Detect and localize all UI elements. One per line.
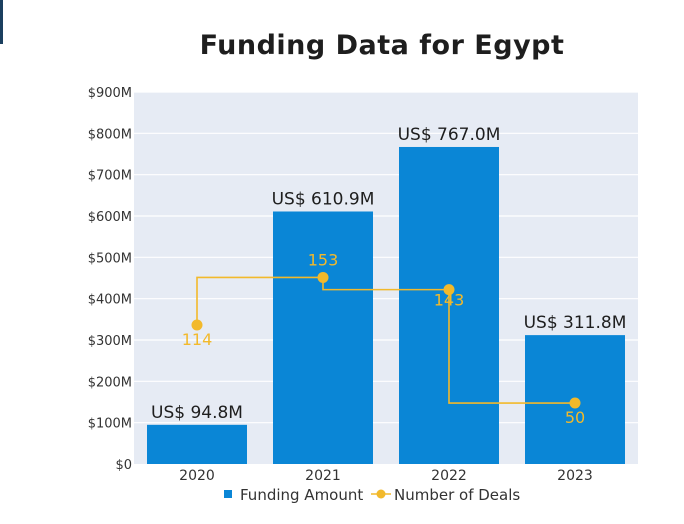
y-tick-label: $0 xyxy=(115,458,132,473)
y-tick-label: $200M xyxy=(88,375,132,390)
deals-label-2020: 114 xyxy=(182,330,213,349)
y-axis-ticks: $0 $100M $200M $300M $400M $500M $600M $700M $80… xyxy=(88,86,132,473)
bar-2021 xyxy=(273,211,373,464)
legend-deals-marker xyxy=(376,489,386,499)
bar-2020 xyxy=(147,424,247,464)
deals-line-segment xyxy=(448,289,575,404)
edge-marker xyxy=(0,0,3,44)
bar-data-labels: US$ 94.8M US$ 610.9M US$ 767.0M US$ 311.8M xyxy=(151,125,626,423)
y-tick-label: $500M xyxy=(88,251,132,266)
legend-funding-swatch xyxy=(224,490,232,498)
bar-label-2022: US$ 767.0M xyxy=(398,125,501,145)
x-tick-2020: 2020 xyxy=(179,468,215,484)
deals-label-2021: 153 xyxy=(308,250,339,269)
bar-label-2020: US$ 94.8M xyxy=(151,403,243,423)
bar-label-2021: US$ 610.9M xyxy=(272,189,375,209)
legend: Funding Amount Number of Deals xyxy=(224,486,520,504)
deals-data-labels: 114 153 143 50 xyxy=(182,250,585,427)
x-tick-2022: 2022 xyxy=(431,468,467,484)
y-tick-label: $300M xyxy=(88,334,132,349)
deals-label-2022: 143 xyxy=(434,291,465,310)
deals-points xyxy=(191,271,581,409)
deals-label-2023: 50 xyxy=(565,408,585,427)
gridlines xyxy=(134,91,638,424)
y-tick-label: $700M xyxy=(88,169,132,184)
y-tick-label: $900M xyxy=(88,86,132,101)
deals-point-2020 xyxy=(191,319,203,331)
deals-point-2023 xyxy=(569,397,581,409)
legend-funding-label: Funding Amount xyxy=(240,486,363,504)
x-tick-2023: 2023 xyxy=(557,468,593,484)
deals-line-segment xyxy=(196,276,323,325)
y-tick-label: $100M xyxy=(88,417,132,432)
deals-point-2022 xyxy=(443,284,455,296)
deals-point-2021 xyxy=(317,271,329,283)
bar-label-2023: US$ 311.8M xyxy=(524,313,627,333)
legend-deals-label: Number of Deals xyxy=(394,486,520,504)
x-axis-ticks: 2020 2021 2022 2023 xyxy=(179,468,593,484)
y-tick-label: $400M xyxy=(88,293,132,308)
y-tick-label: $800M xyxy=(88,127,132,142)
x-tick-2021: 2021 xyxy=(305,468,341,484)
y-tick-label: $600M xyxy=(88,210,132,225)
chart-title: Funding Data for Egypt xyxy=(199,30,565,61)
